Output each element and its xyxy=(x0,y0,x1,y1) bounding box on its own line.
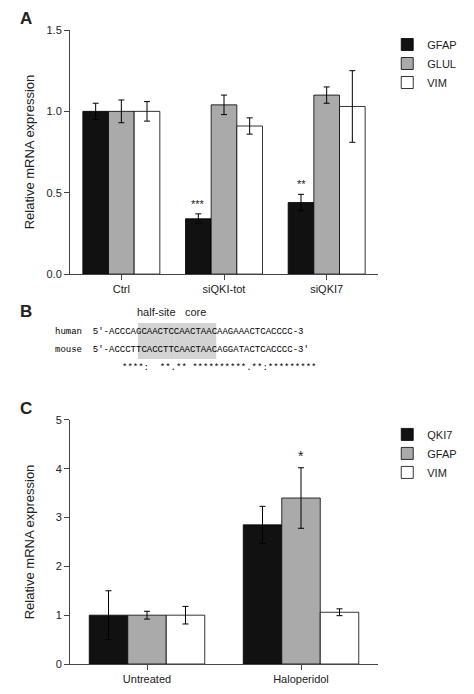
svg-text:VIM: VIM xyxy=(427,467,447,479)
svg-text:1.0: 1.0 xyxy=(47,105,62,117)
svg-text:half-site: half-site xyxy=(137,306,176,318)
svg-text:Untreated: Untreated xyxy=(123,673,171,685)
svg-text:1.5: 1.5 xyxy=(47,24,62,36)
svg-text:Ctrl: Ctrl xyxy=(113,283,130,295)
svg-text:1: 1 xyxy=(56,609,62,621)
svg-text:QKI7: QKI7 xyxy=(427,429,452,441)
svg-text:B: B xyxy=(20,302,32,321)
svg-text:Relative mRNA expression: Relative mRNA expression xyxy=(22,465,37,620)
svg-text:C: C xyxy=(20,399,32,418)
svg-text:**: ** xyxy=(297,178,306,190)
svg-text:Haloperidol: Haloperidol xyxy=(273,673,329,685)
svg-text:0.5: 0.5 xyxy=(47,187,62,199)
svg-text:****: **.** **********.**:***: ****: **.** **********.**:********* xyxy=(122,363,316,373)
svg-text:siQKI7: siQKI7 xyxy=(310,283,343,295)
svg-text:human 5′-ACCCAGCAACTCCAACTAAC: human 5′-ACCCAGCAACTCCAACTAACAAGAAACTCAC… xyxy=(55,327,303,337)
svg-text:*: * xyxy=(298,448,304,464)
svg-text:Relative mRNA expression: Relative mRNA expression xyxy=(22,75,37,230)
svg-text:***: *** xyxy=(191,198,205,210)
svg-text:VIM: VIM xyxy=(427,77,447,89)
svg-text:GFAP: GFAP xyxy=(427,448,456,460)
svg-text:A: A xyxy=(20,9,32,28)
svg-text:core: core xyxy=(185,306,206,318)
svg-text:3: 3 xyxy=(56,511,62,523)
svg-text:siQKI-tot: siQKI-tot xyxy=(203,283,246,295)
svg-text:2: 2 xyxy=(56,560,62,572)
svg-text:GLUL: GLUL xyxy=(427,58,456,70)
svg-text:GFAP: GFAP xyxy=(427,39,456,51)
svg-text:0.0: 0.0 xyxy=(47,268,62,280)
svg-text:4: 4 xyxy=(56,463,62,475)
svg-text:5: 5 xyxy=(56,414,62,426)
svg-text:mouse 5′-ACCCTTCACCTTCAACTAAC: mouse 5′-ACCCTTCACCTTCAACTAACAGGATACTCAC… xyxy=(55,345,309,355)
svg-text:0: 0 xyxy=(56,658,62,670)
